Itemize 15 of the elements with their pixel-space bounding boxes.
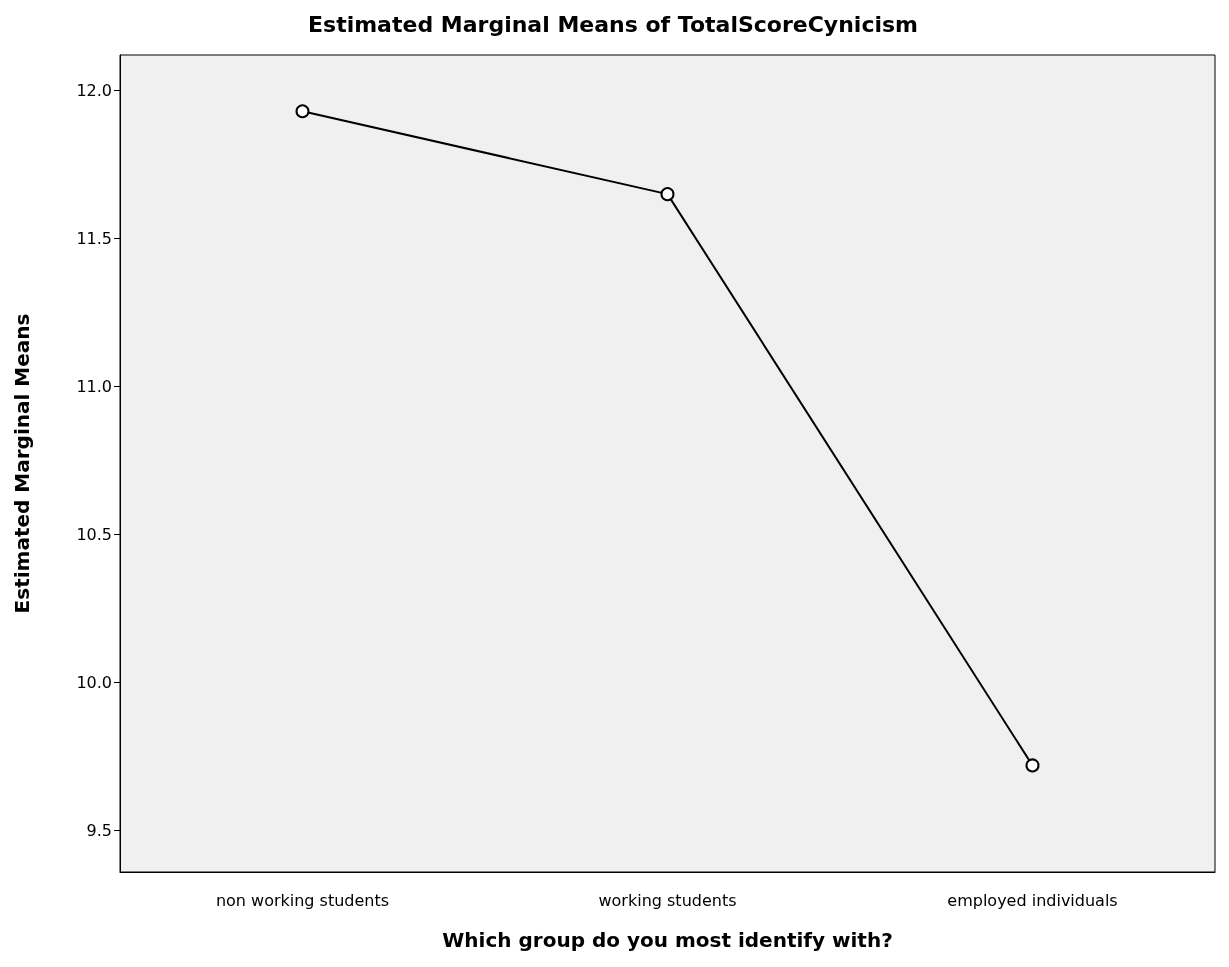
x-tick-label: working students	[598, 890, 737, 910]
y-axis-title: Estimated Marginal Means	[10, 313, 34, 614]
y-tick-label: 12.0	[76, 81, 112, 101]
y-tick-label: 10.0	[76, 673, 112, 693]
x-tick-label: non working students	[215, 890, 390, 910]
y-tick-label: 11.5	[76, 229, 112, 249]
y-tick-label: 10.5	[76, 525, 112, 545]
x-tick-label: employed individuals	[947, 890, 1118, 910]
chart-title: Estimated Marginal Means of TotalScoreCynicism	[308, 11, 918, 37]
x-axis-title: Which group do you most identify with?	[442, 928, 893, 952]
y-tick-label: 11.0	[76, 377, 112, 397]
point	[660, 187, 675, 202]
point	[1025, 758, 1040, 773]
y-tick-label: 9.5	[86, 821, 112, 841]
point	[295, 104, 310, 119]
